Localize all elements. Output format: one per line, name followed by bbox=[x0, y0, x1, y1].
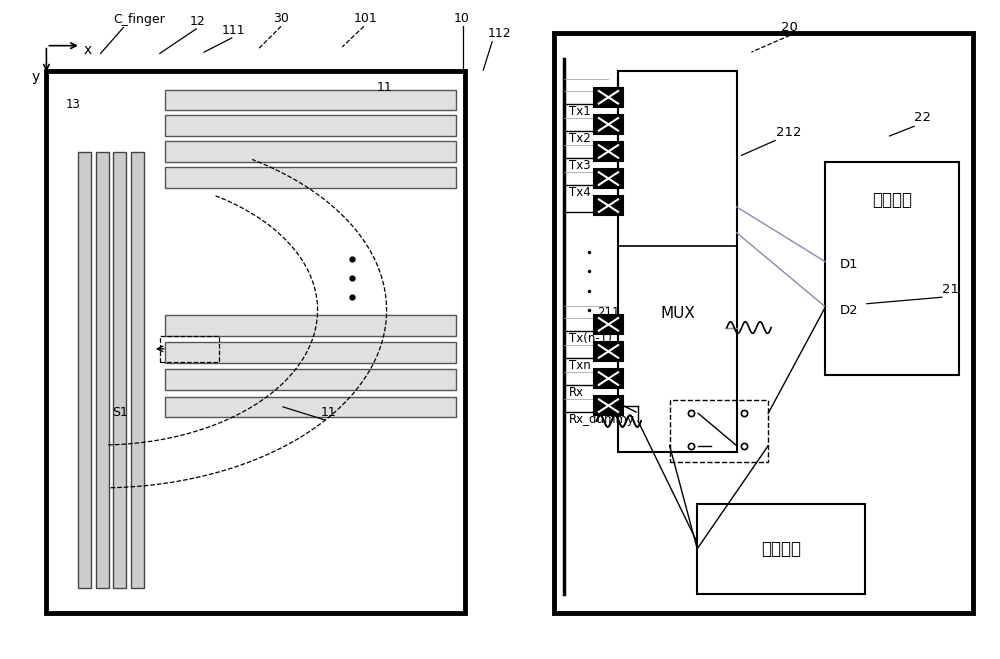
Bar bbox=[618, 71, 737, 452]
Bar bbox=[618, 71, 737, 246]
Bar bbox=[594, 314, 623, 334]
Bar bbox=[165, 90, 456, 110]
Bar bbox=[825, 161, 959, 375]
Text: D1: D1 bbox=[840, 258, 859, 272]
Bar bbox=[165, 141, 456, 161]
Bar bbox=[165, 115, 456, 136]
Text: 101: 101 bbox=[354, 12, 378, 25]
Text: Rx_dummy: Rx_dummy bbox=[569, 413, 635, 426]
Text: 30: 30 bbox=[273, 12, 289, 25]
Text: Tx3: Tx3 bbox=[569, 159, 591, 172]
Bar bbox=[594, 142, 623, 161]
Text: MUX: MUX bbox=[660, 306, 695, 321]
Text: Tx2: Tx2 bbox=[569, 132, 591, 145]
Bar bbox=[165, 397, 456, 417]
Text: x: x bbox=[84, 43, 92, 57]
Text: 20: 20 bbox=[781, 21, 798, 34]
Text: 12: 12 bbox=[189, 14, 205, 28]
Text: Txn: Txn bbox=[569, 359, 591, 372]
Bar bbox=[594, 88, 623, 107]
Text: 111: 111 bbox=[222, 24, 246, 38]
Bar bbox=[594, 169, 623, 188]
Text: 112: 112 bbox=[488, 28, 512, 40]
Text: 11: 11 bbox=[321, 405, 336, 418]
Bar bbox=[594, 196, 623, 215]
Bar bbox=[594, 396, 623, 415]
Bar bbox=[670, 401, 768, 462]
Bar bbox=[594, 115, 623, 134]
Text: 13: 13 bbox=[66, 98, 81, 111]
Text: 22: 22 bbox=[914, 111, 931, 125]
Bar bbox=[165, 315, 456, 336]
Text: 212: 212 bbox=[776, 126, 802, 138]
Bar bbox=[113, 152, 126, 588]
Text: Tx4: Tx4 bbox=[569, 186, 591, 199]
Bar bbox=[78, 152, 91, 588]
Text: Rx: Rx bbox=[569, 386, 584, 399]
Text: 11: 11 bbox=[377, 81, 392, 94]
Bar bbox=[594, 342, 623, 361]
Bar bbox=[165, 343, 456, 363]
Text: 处理单元: 处理单元 bbox=[872, 192, 912, 210]
Text: 211: 211 bbox=[597, 306, 619, 319]
Text: D2: D2 bbox=[840, 304, 859, 316]
Bar bbox=[131, 152, 144, 588]
Text: 10: 10 bbox=[454, 12, 470, 25]
Bar bbox=[165, 167, 456, 188]
Bar bbox=[46, 71, 465, 614]
Bar bbox=[160, 336, 219, 362]
Bar bbox=[697, 503, 865, 594]
Bar bbox=[165, 370, 456, 390]
Bar bbox=[594, 369, 623, 388]
Text: Tx(n-1): Tx(n-1) bbox=[569, 332, 612, 345]
Text: S1: S1 bbox=[112, 405, 128, 418]
Bar bbox=[554, 33, 973, 614]
Text: y: y bbox=[32, 70, 40, 84]
Text: Tx1: Tx1 bbox=[569, 105, 591, 118]
Text: C_finger: C_finger bbox=[113, 13, 165, 26]
Bar bbox=[96, 152, 109, 588]
Text: 21: 21 bbox=[942, 283, 959, 296]
Text: 驱动单元: 驱动单元 bbox=[761, 540, 801, 558]
